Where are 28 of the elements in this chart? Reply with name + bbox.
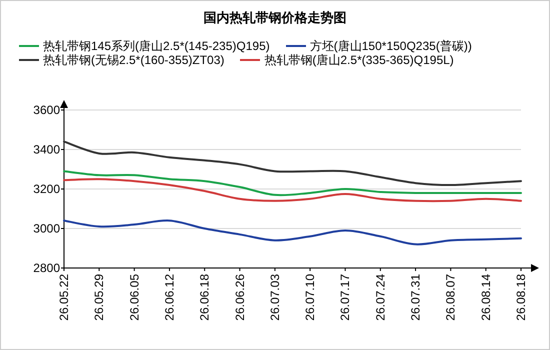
x-tick-label: 26.05.29 <box>92 274 106 321</box>
x-tick-label: 26.07.31 <box>408 274 423 321</box>
y-tick-label: 3600 <box>33 103 60 117</box>
y-tick-label: 3200 <box>33 182 60 196</box>
y-tick-label: 2800 <box>33 261 60 275</box>
line-series <box>63 178 522 202</box>
x-tick-label: 26.08.18 <box>514 274 528 321</box>
x-tick-label: 26.06.18 <box>198 274 212 321</box>
x-tick-label: 26.07.03 <box>268 274 282 321</box>
y-tick-label: 3000 <box>33 222 60 236</box>
x-tick-label: 26.08.14 <box>478 274 493 321</box>
x-tick-label: 26.07.10 <box>303 274 318 321</box>
x-tick-label: 26.06.12 <box>162 274 176 321</box>
line-series <box>63 140 522 186</box>
chart-title: 国内热轧带钢价格走势图 <box>202 9 348 27</box>
x-tick-label: 26.05.22 <box>57 274 71 321</box>
legend-label: 方坯(唐山150*150Q235(普碳)) <box>310 39 472 53</box>
y-tick-label: 3400 <box>33 142 60 156</box>
line-series <box>63 170 522 196</box>
legend-label: 热轧带钢(唐山2.5*(335-365)Q195L) <box>264 53 454 67</box>
x-tick-label: 26.06.05 <box>127 274 142 321</box>
x-tick-label: 26.07.24 <box>373 274 388 321</box>
line-series <box>63 220 522 246</box>
legend-label: 热轧带钢145系列(唐山2.5*(145-235)Q195) <box>43 39 270 53</box>
x-tick-label: 26.08.07 <box>444 274 458 321</box>
legend-label: 热轧带钢(无锡2.5*(160-355)ZT03) <box>43 53 224 67</box>
x-tick-label: 26.06.26 <box>232 274 247 321</box>
x-tick-label: 26.07.17 <box>338 274 352 321</box>
